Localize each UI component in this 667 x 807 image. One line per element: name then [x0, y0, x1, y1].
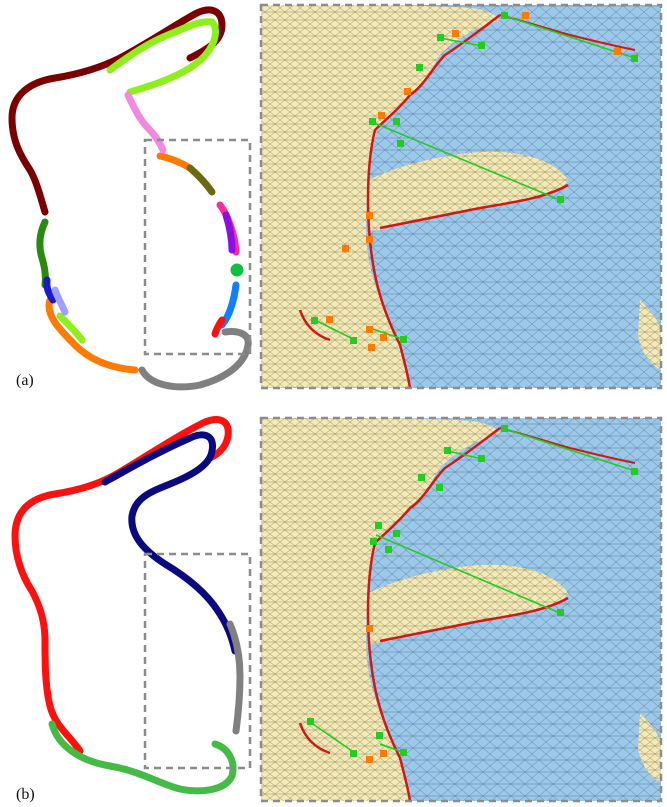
segment-gray-b: [226, 620, 244, 735]
segment-gray-a: [138, 328, 252, 391]
mesh-foot-front: [638, 300, 661, 370]
segment-green-b: [48, 720, 237, 795]
panel-a: (a): [0, 0, 667, 400]
boundary-red-paw: [298, 309, 331, 342]
segment-orange-a: [156, 152, 194, 172]
segment-orange-b: [45, 296, 139, 374]
segment-red-small: [211, 316, 226, 338]
mesh-foot-front-b: [638, 713, 661, 783]
segment-red-b: [11, 416, 232, 755]
bunny-outline-a: [8, 6, 252, 391]
panel-label-a: (a): [16, 372, 34, 389]
mesh-paw-front-b: [261, 663, 303, 758]
mesh-paw-front: [261, 250, 303, 345]
zoom-box-small-b: [143, 552, 252, 770]
boundary-red-paw-b: [298, 722, 331, 755]
panel-a-figure: [8, 3, 663, 391]
panel-b-figure: [11, 416, 663, 803]
mesh-zoom-a: [259, 3, 663, 390]
segment-olive: [186, 164, 216, 196]
mesh-ear-front: [368, 151, 568, 231]
panel-label-b: (b): [16, 786, 35, 803]
panel-b: (b): [0, 406, 667, 806]
green-markers-a: [311, 12, 638, 344]
mesh-zoom-b: [259, 416, 663, 803]
boundary-red-ear: [379, 183, 569, 230]
mesh-head-front: [261, 5, 500, 388]
boundary-red-ear-b: [379, 596, 569, 643]
segment-lavender: [51, 286, 69, 316]
segment-green-dot: [230, 263, 244, 277]
mesh-head-front-b: [261, 418, 500, 801]
green-markers-b: [307, 425, 638, 757]
segment-pink: [124, 91, 167, 154]
segment-light-green-b: [56, 312, 86, 344]
segment-dark-green: [36, 218, 49, 289]
orange-markers-b: [366, 625, 387, 763]
orange-markers-a: [326, 12, 621, 351]
zoom-frame-a: [259, 3, 663, 390]
segment-navy: [43, 276, 57, 304]
segment-navy-b: [101, 431, 239, 655]
mesh-ear-front-b: [368, 564, 568, 644]
zoom-box-small-a: [143, 138, 252, 356]
boundary-red: [366, 14, 501, 389]
segment-dark-red: [8, 6, 226, 216]
segment-light-green-top: [106, 18, 219, 96]
zoom-frame-b: [259, 416, 663, 803]
green-links-a: [314, 15, 636, 341]
bunny-outline-b: [11, 416, 244, 795]
segment-purple: [222, 211, 236, 254]
